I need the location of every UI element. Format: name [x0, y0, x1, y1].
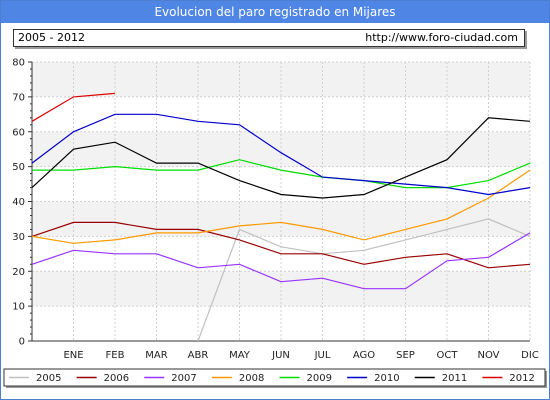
- info-bar: 2005 - 2012 http://www.foro-ciudad.com: [13, 29, 525, 47]
- y-tick-label: 40: [12, 197, 25, 208]
- period-label: 2005 - 2012: [18, 31, 85, 44]
- x-tick-label: MAR: [145, 350, 167, 361]
- y-tick-label: 70: [12, 92, 25, 103]
- legend-label: 2006: [104, 373, 129, 384]
- y-tick-label: 30: [12, 232, 25, 243]
- series-line-2005: [197, 218, 531, 342]
- y-tick-label: 60: [12, 127, 25, 138]
- x-tick-label: JUL: [314, 350, 331, 361]
- series-line-2008: [31, 169, 531, 244]
- axes: [28, 61, 530, 342]
- series-line-2007: [31, 232, 531, 290]
- plot-band: [32, 131, 530, 167]
- y-tick-label: 50: [12, 162, 25, 173]
- legend-label: 2008: [239, 373, 264, 384]
- source-url[interactable]: http://www.foro-ciudad.com: [365, 31, 518, 44]
- x-tick-label: NOV: [477, 350, 499, 361]
- series-line-2011: [31, 117, 531, 199]
- series-line-2010: [31, 113, 531, 196]
- legend-label: 2010: [374, 373, 399, 384]
- x-tick-label: MAY: [229, 350, 251, 361]
- x-tick-label: JUN: [271, 350, 290, 361]
- x-tick-label: DIC: [521, 350, 539, 361]
- grid-lines: [32, 61, 531, 342]
- x-tick-label: ABR: [188, 350, 209, 361]
- y-tick-label: 80: [12, 58, 25, 69]
- chart-title: Evolucion del paro registrado en Mijares: [1, 1, 549, 23]
- x-tick-label: SEP: [396, 350, 415, 361]
- x-tick-label: OCT: [437, 350, 459, 361]
- y-tick-label: 0: [19, 337, 25, 348]
- x-tick-label: ENE: [63, 350, 83, 361]
- x-tick-label: AGO: [353, 350, 375, 361]
- legend-label: 2009: [307, 373, 332, 384]
- series-line-2006: [31, 221, 531, 269]
- plot-band: [32, 271, 530, 307]
- legend-box: [3, 368, 546, 387]
- y-tick-label: 20: [12, 267, 25, 278]
- legend-label: 2012: [509, 373, 534, 384]
- x-tick-label: FEB: [106, 350, 125, 361]
- series-lines: [31, 92, 531, 342]
- y-axis-ticks: 0 10 20 30 40 50 60 70 80: [12, 58, 25, 348]
- legend-label: 2007: [171, 373, 196, 384]
- series-line-2012: [31, 92, 116, 122]
- legend-label: 2005: [36, 373, 61, 384]
- y-tick-label: 10: [12, 302, 25, 313]
- x-axis-ticks: ENE FEB MAR ABR MAY JUN JUL AGO SEP OCT NOV DIC: [63, 350, 538, 361]
- legend: 2005 2006 2007 2008 2009 2010 2011 2012: [3, 368, 547, 388]
- legend-label: 2011: [442, 373, 467, 384]
